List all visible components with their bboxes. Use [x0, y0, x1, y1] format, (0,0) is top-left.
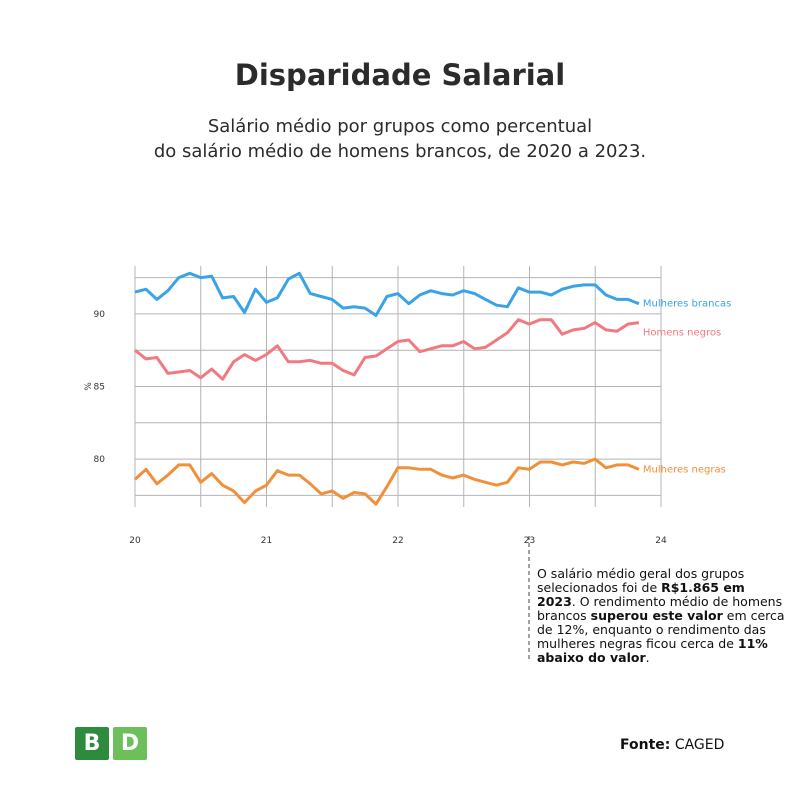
series-label: Mulheres negras [643, 464, 726, 475]
series-line [134, 318, 640, 381]
series-label: Homens negros [643, 328, 721, 339]
bd-logo: B D [75, 727, 147, 760]
subtitle-line-2: do salário médio de homens brancos, de 2… [153, 141, 647, 162]
note-bold-3: 11% abaixo do valor [537, 636, 768, 665]
chart-subtitle: Salário médio por grupos como percentual… [0, 114, 800, 164]
y-tick-label: 90 [94, 310, 106, 320]
series-line [134, 271, 640, 317]
y-axis-label: % [84, 382, 94, 391]
note-bold-2: superou este valor [590, 608, 723, 623]
note-bold-1: R$1.865 em 2023 [537, 580, 745, 609]
logo-letter-b: B [75, 727, 109, 760]
note-text-2: . O rendimento médio de homens brancos [537, 594, 783, 623]
source-credit: Fonte: CAGED [620, 737, 724, 753]
y-tick-label: 85 [94, 383, 105, 393]
x-tick-label: 21 [261, 536, 272, 546]
chart-title: Disparidade Salarial [234, 58, 566, 92]
x-tick-label: 22 [392, 536, 403, 546]
logo-letter-d: D [113, 727, 147, 760]
subtitle-line-1: Salário médio por grupos como percentual [207, 116, 593, 137]
x-tick-label: 23 [524, 536, 535, 546]
note-text-4: . [645, 650, 650, 665]
note-text-3: em cerca de 12%, enquanto o rendimento d… [537, 608, 785, 651]
series-line [133, 457, 640, 506]
y-tick-label: 80 [94, 455, 106, 465]
source-value: CAGED [670, 737, 725, 753]
series-label: Mulheres brancas [643, 299, 731, 310]
annotation-note: O salário médio geral dos grupos selecio… [537, 567, 787, 665]
x-tick-label: 24 [655, 536, 667, 546]
x-tick-label: 20 [129, 536, 141, 546]
source-label: Fonte: [620, 737, 671, 753]
note-text-1: O salário médio geral dos grupos selecio… [537, 566, 745, 595]
